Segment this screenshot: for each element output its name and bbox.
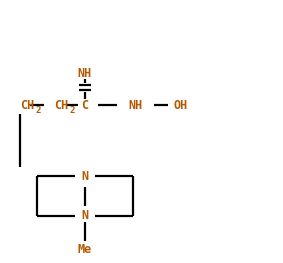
Text: OH: OH	[174, 99, 188, 112]
Text: NH: NH	[129, 99, 143, 112]
Text: Me: Me	[78, 243, 92, 256]
Text: CH: CH	[20, 99, 34, 112]
Text: N: N	[81, 209, 89, 222]
Text: 2: 2	[69, 107, 75, 115]
Text: C: C	[81, 99, 89, 112]
Text: 2: 2	[35, 107, 41, 115]
Text: NH: NH	[78, 67, 92, 80]
Text: N: N	[81, 170, 89, 183]
Text: CH: CH	[54, 99, 68, 112]
